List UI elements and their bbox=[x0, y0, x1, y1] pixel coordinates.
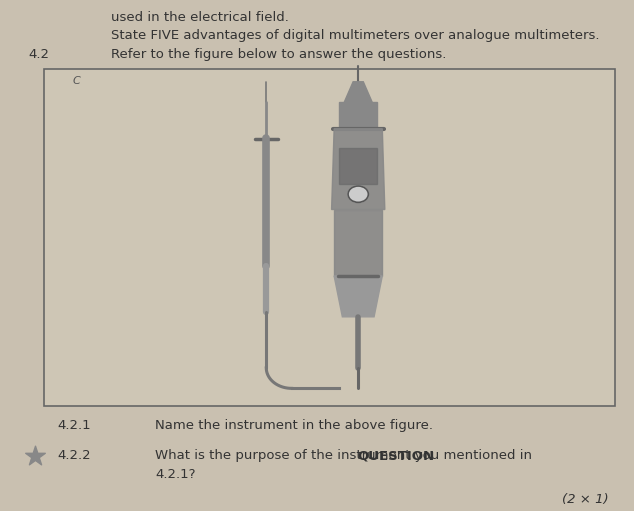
Text: 4.2.2: 4.2.2 bbox=[57, 449, 91, 462]
Polygon shape bbox=[334, 210, 382, 276]
Text: QUESTION: QUESTION bbox=[358, 449, 435, 462]
Polygon shape bbox=[332, 129, 385, 210]
Text: 4.2: 4.2 bbox=[29, 48, 49, 61]
Polygon shape bbox=[344, 82, 372, 102]
Text: 4.2.1: 4.2.1 bbox=[57, 419, 91, 432]
Circle shape bbox=[348, 186, 368, 202]
Point bbox=[30, 452, 40, 460]
Text: Refer to the figure below to answer the questions.: Refer to the figure below to answer the … bbox=[111, 48, 446, 61]
Text: What is the purpose of the instrument you mentioned in: What is the purpose of the instrument yo… bbox=[155, 449, 536, 462]
Text: Name the instrument in the above figure.: Name the instrument in the above figure. bbox=[155, 419, 433, 432]
Text: C: C bbox=[73, 76, 81, 86]
Text: (2 × 1): (2 × 1) bbox=[562, 493, 609, 506]
Polygon shape bbox=[339, 148, 377, 184]
Polygon shape bbox=[339, 102, 377, 128]
FancyBboxPatch shape bbox=[44, 69, 615, 406]
Text: State FIVE advantages of digital multimeters over analogue multimeters.: State FIVE advantages of digital multime… bbox=[111, 29, 600, 42]
Text: used in the electrical field.: used in the electrical field. bbox=[111, 11, 289, 25]
Polygon shape bbox=[334, 276, 382, 317]
Text: 4.2.1?: 4.2.1? bbox=[155, 468, 196, 481]
